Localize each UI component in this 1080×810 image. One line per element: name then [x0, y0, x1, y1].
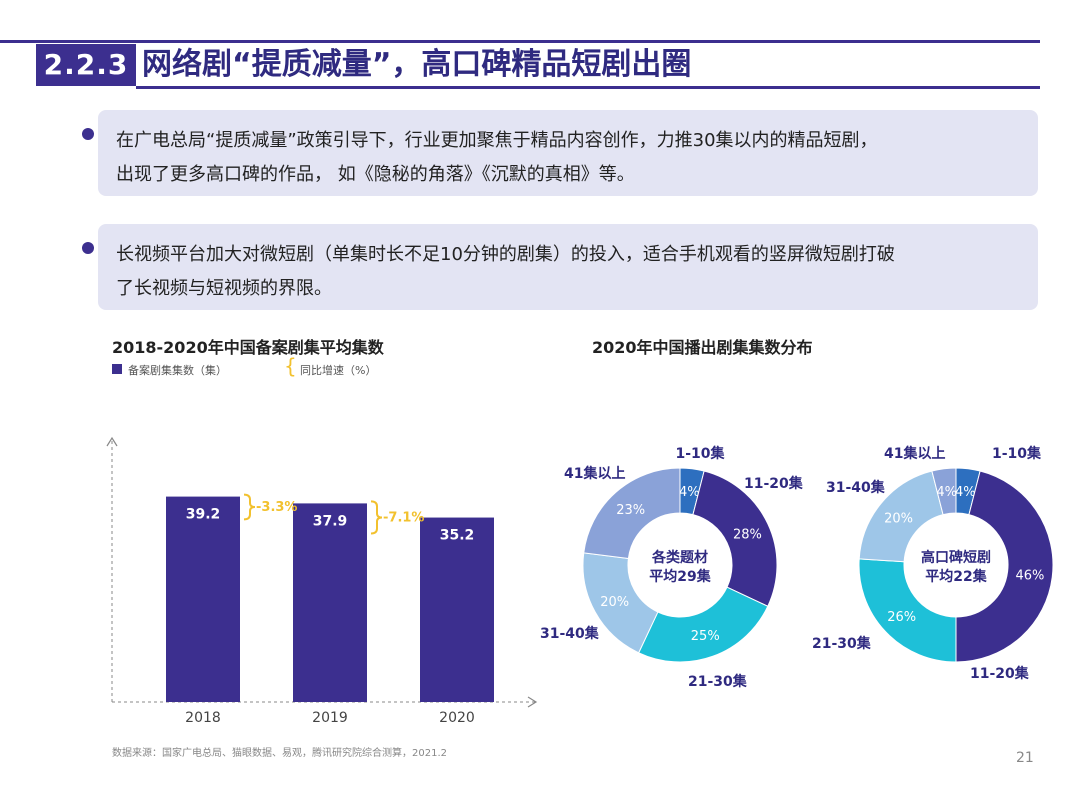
slice-category-label: 31-40集 — [540, 625, 600, 642]
donut-slice — [692, 470, 778, 607]
slice-percent-label: 20% — [600, 595, 629, 610]
slice-category-label: 11-20集 — [744, 475, 804, 492]
slice-percent-label: 28% — [733, 527, 762, 542]
slice-percent-label: 4% — [679, 485, 700, 500]
bullet-dot-1 — [82, 128, 94, 140]
donut-center-line-1: 高口碑短剧 — [921, 549, 991, 566]
page-title: 网络剧“提质减量”，高口碑精品短剧出圈 — [142, 47, 692, 82]
x-tick-label: 2020 — [439, 710, 475, 726]
x-tick-label: 2019 — [312, 710, 348, 726]
section-number: 2.2.3 — [36, 44, 136, 86]
slice-category-label: 1-10集 — [992, 445, 1042, 462]
slice-percent-label: 4% — [955, 485, 976, 500]
donut-slice — [638, 586, 769, 663]
slice-category-label: 1-10集 — [675, 445, 725, 462]
donut-slice — [583, 467, 681, 560]
donut-chart-title: 2020年中国播出剧集集数分布 — [592, 338, 813, 357]
slice-category-label: 41集以上 — [884, 445, 945, 462]
growth-label: -3.3% — [256, 500, 297, 515]
donut-slice — [955, 470, 1054, 663]
bar-value-label: 37.9 — [313, 513, 348, 529]
bullet-box-1: 在广电总局“提质减量”政策引导下，行业更加聚焦于精品内容创作，力推30集以内的精… — [98, 110, 1038, 196]
donut-center-line-1: 各类题材 — [651, 549, 708, 566]
slice-percent-label: 20% — [884, 512, 913, 527]
bar-value-label: 39.2 — [186, 507, 221, 523]
slice-category-label: 21-30集 — [812, 635, 872, 652]
bullet-dot-2 — [82, 242, 94, 254]
legend-growth-brace: { — [284, 354, 297, 378]
bullet-2-line-2: 了长视频与短视频的界限。 — [116, 278, 332, 299]
header-underline — [136, 86, 1040, 89]
data-source-note: 数据来源：国家广电总局、猫眼数据、易观，腾讯研究院综合测算，2021.2 — [112, 748, 447, 759]
bar — [293, 503, 367, 702]
growth-brace — [243, 493, 256, 521]
bar-chart-bars: 39.2 2018 37.9 2019 35.2 2020 — [166, 496, 494, 726]
header-top-rule — [0, 40, 1040, 43]
slice-category-label: 21-30集 — [688, 673, 748, 690]
growth-label: -7.1% — [383, 510, 424, 525]
slice-category-label: 41集以上 — [564, 465, 625, 482]
bullet-box-2: 长视频平台加大对微短剧（单集时长不足10分钟的剧集）的投入，适合手机观看的竖屏微… — [98, 224, 1038, 310]
bullet-1-line-1: 在广电总局“提质减量”政策引导下，行业更加聚焦于精品内容创作，力推30集以内的精… — [116, 130, 878, 151]
slice-percent-label: 4% — [936, 485, 957, 500]
slice-percent-label: 23% — [616, 503, 645, 518]
slice-category-label: 11-20集 — [970, 665, 1030, 682]
donut-charts: 4%1-10集28%11-20集25%21-30集20%31-40集23%41集… — [540, 445, 1054, 690]
donut-slice — [858, 558, 957, 663]
legend-growth-label: 同比增速（%） — [300, 364, 377, 377]
donut-chart-2: 4% 1-10集 46% 11-20集 26% 21-30集 20% 31-40集 4% 41集以… — [812, 445, 1054, 682]
y-axis-arrow — [106, 436, 118, 447]
x-tick-label: 2018 — [185, 710, 221, 726]
slice-percent-label: 26% — [887, 610, 916, 625]
growth-brace — [370, 500, 383, 535]
donut-center-line-2: 平均29集 — [649, 568, 711, 585]
donut-center-line-2: 平均22集 — [925, 568, 987, 585]
donut-chart-1: 4% 1-10集 28% 11-20集 25% 21-30集 20%31-40集 23% 41集… — [540, 445, 804, 690]
slice-percent-label: 25% — [691, 629, 720, 644]
bar — [420, 517, 494, 702]
bar-chart: 39.2 2018 37.9 2019 35.2 2020 -3.3% -7.1% — [106, 436, 538, 726]
bullet-1-line-2: 出现了更多高口碑的作品， 如《隐秘的角落》《沉默的真相》等。 — [116, 164, 635, 185]
donut-slice — [931, 467, 957, 516]
legend-bar-swatch — [112, 364, 122, 374]
slice-percent-label: 46% — [1015, 568, 1044, 583]
bullet-2-line-1: 长视频平台加大对微短剧（单集时长不足10分钟的剧集）的投入，适合手机观看的竖屏微… — [116, 244, 895, 265]
bar-chart-title: 2018-2020年中国备案剧集平均集数 — [112, 338, 384, 357]
page-number: 21 — [1016, 750, 1034, 766]
bar-chart-growth: -3.3% -7.1% — [243, 493, 424, 535]
bar — [166, 496, 240, 702]
bar-value-label: 35.2 — [440, 528, 475, 544]
x-axis-arrow — [527, 696, 538, 708]
slice-category-label: 31-40集 — [826, 479, 886, 496]
legend-bar-label: 备案剧集集数（集） — [128, 364, 227, 377]
